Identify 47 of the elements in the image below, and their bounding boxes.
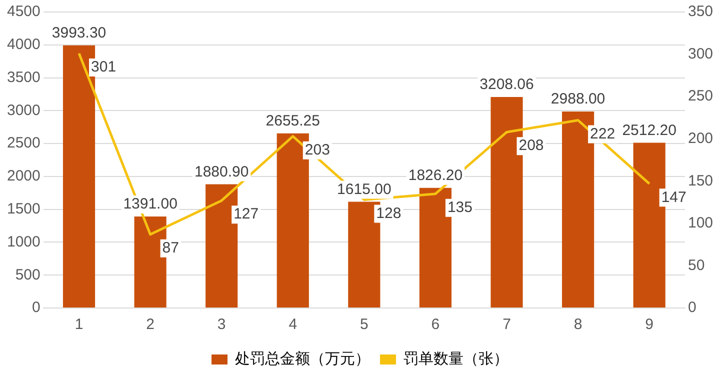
y-tick-label: 1000 xyxy=(6,233,40,250)
y2-tick-label: 50 xyxy=(688,256,705,274)
data-label: 203 xyxy=(304,141,330,158)
x-tick-label: 3 xyxy=(217,316,226,334)
y-tick-label: 4500 xyxy=(6,3,40,20)
y-tick-label: 500 xyxy=(15,266,40,284)
y-tick-label: 4000 xyxy=(6,36,40,54)
y2-tick-label: 300 xyxy=(688,45,714,62)
data-label: 1391.00 xyxy=(123,196,178,213)
y-tick-label: 2000 xyxy=(6,168,40,185)
y-tick-label: 0 xyxy=(32,299,40,316)
x-tick-label: 9 xyxy=(645,316,654,334)
y2-tick-label: 200 xyxy=(688,130,714,147)
y-tick-label: 2500 xyxy=(6,134,40,152)
data-label: 128 xyxy=(376,204,402,222)
x-tick-label: 2 xyxy=(146,316,154,334)
y-tick-label: 3000 xyxy=(6,102,40,119)
data-label: 2655.25 xyxy=(266,112,320,130)
data-label: 2988.00 xyxy=(550,90,606,108)
data-label: 87 xyxy=(162,240,179,257)
x-tick-label: 4 xyxy=(288,316,298,334)
x-tick-label: 7 xyxy=(502,316,511,334)
x-tick-label: 6 xyxy=(431,316,440,334)
data-label: 208 xyxy=(518,137,544,154)
y2-tick-label: 350 xyxy=(688,3,714,20)
data-label: 2512.20 xyxy=(622,122,676,139)
data-label: 1880.90 xyxy=(194,163,249,180)
y-tick-label: 1500 xyxy=(6,200,40,218)
data-label: 127 xyxy=(234,206,259,223)
data-label: 3993.30 xyxy=(52,24,106,42)
data-label: 1615.00 xyxy=(337,180,392,198)
data-label: 222 xyxy=(590,125,616,142)
data-label: 301 xyxy=(91,58,116,76)
y2-tick-label: 100 xyxy=(688,214,714,232)
x-tick-label: 1 xyxy=(74,316,84,334)
data-label: 1826.20 xyxy=(408,167,463,184)
x-tick-label: 8 xyxy=(574,316,582,334)
legend-label: 罚单数量（张） xyxy=(404,350,508,368)
data-label: 3208.06 xyxy=(480,76,534,94)
legend-label: 处罚总金额（万元） xyxy=(235,350,370,368)
y2-tick-label: 150 xyxy=(688,172,714,190)
x-tick-label: 5 xyxy=(360,316,368,334)
y-tick-label: 3500 xyxy=(6,68,40,86)
data-label: 147 xyxy=(661,188,686,206)
y2-tick-label: 0 xyxy=(688,299,696,316)
data-label: 135 xyxy=(447,198,472,216)
y2-tick-label: 250 xyxy=(688,88,714,105)
